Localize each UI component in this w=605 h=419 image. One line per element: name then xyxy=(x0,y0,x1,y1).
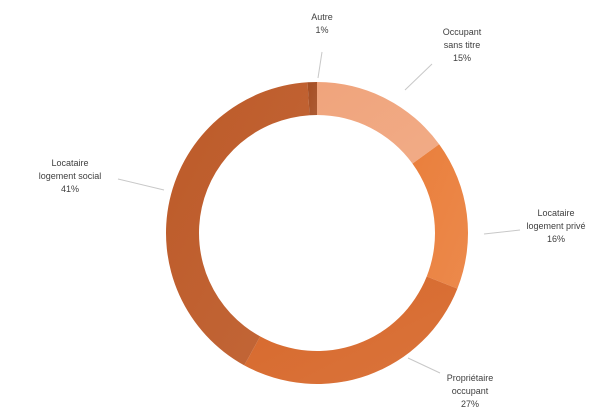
slice-label-2: Propriétaire occupant 27% xyxy=(447,373,494,409)
leader-line-4 xyxy=(317,51,323,79)
slice-percent-label: 16% xyxy=(547,234,565,244)
slice-percent-label: 41% xyxy=(61,184,79,194)
leader-line-3 xyxy=(117,178,165,191)
donut-slice-3 xyxy=(165,82,310,366)
donut-slice-4 xyxy=(307,82,317,116)
slice-name-label: logement privé xyxy=(526,221,585,231)
donut-slice-2 xyxy=(244,276,458,384)
slice-name-label: logement social xyxy=(39,171,102,181)
slice-label-4: Autre 1% xyxy=(311,12,333,35)
slice-name-label: Autre xyxy=(311,12,333,22)
slice-name-label: Locataire xyxy=(51,158,88,168)
slice-percent-label: 27% xyxy=(461,399,479,409)
slice-label-0: Occupant sans titre 15% xyxy=(443,27,482,63)
slice-name-label: Propriétaire xyxy=(447,373,494,383)
leader-line-0 xyxy=(404,63,433,91)
leader-line-2 xyxy=(407,357,441,374)
slice-name-label: Occupant xyxy=(443,27,482,37)
donut-slice-1 xyxy=(412,144,468,289)
slice-percent-label: 1% xyxy=(315,25,328,35)
slice-name-label: occupant xyxy=(452,386,489,396)
slice-percent-label: 15% xyxy=(453,53,471,63)
slice-name-label: sans titre xyxy=(444,40,481,50)
slice-name-label: Locataire xyxy=(537,208,574,218)
slice-label-1: Locataire logement privé 16% xyxy=(526,208,585,244)
slice-label-3: Locataire logement social 41% xyxy=(39,158,102,194)
donut-slice-0 xyxy=(317,82,440,164)
leader-line-1 xyxy=(483,229,521,235)
